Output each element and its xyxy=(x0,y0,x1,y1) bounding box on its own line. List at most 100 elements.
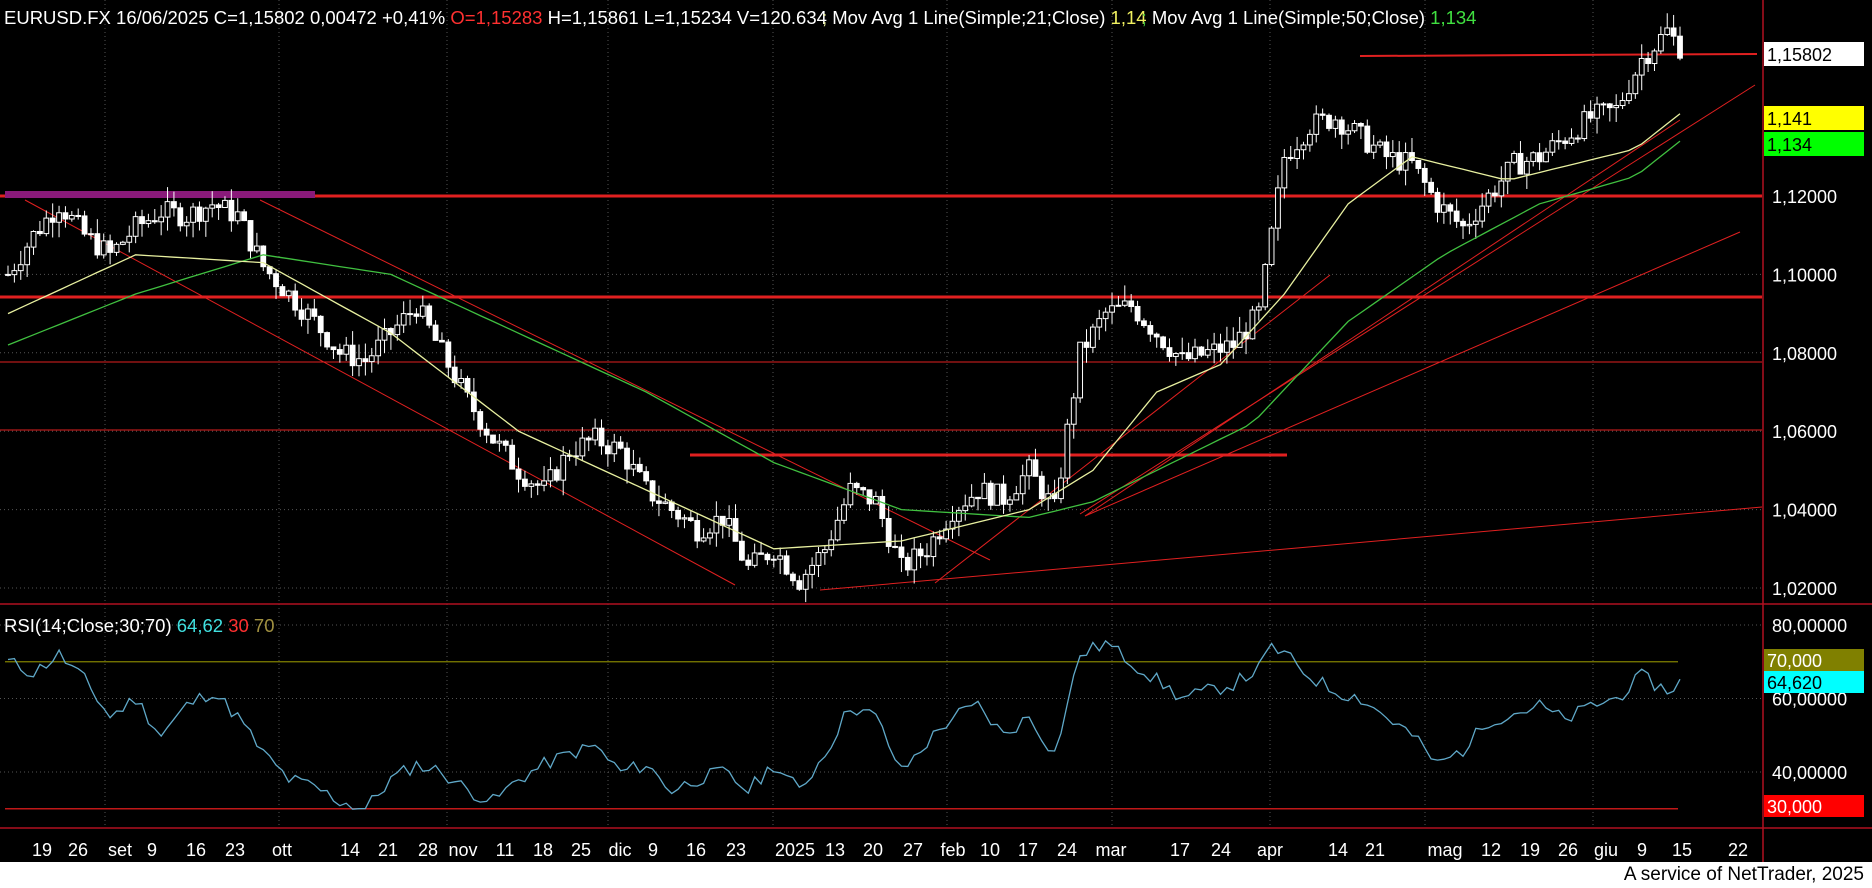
candle-body xyxy=(1287,156,1294,159)
candle-body xyxy=(75,214,82,217)
rsi-header-value: 64,62 xyxy=(177,615,223,636)
candle-body xyxy=(94,233,101,256)
candle-body xyxy=(955,510,962,522)
candle-body xyxy=(5,273,11,276)
candle-body xyxy=(1268,227,1275,266)
candle-body xyxy=(253,245,260,252)
header-separator: ; xyxy=(822,7,827,28)
candle-body xyxy=(432,324,439,341)
price-tick-label: 1,12000 xyxy=(1772,187,1837,207)
header-change: 0,00472 xyxy=(310,7,377,28)
candle-body xyxy=(981,482,988,500)
trendline xyxy=(24,199,736,586)
candle-body xyxy=(400,313,407,326)
price-tick-label: 1,08000 xyxy=(1772,344,1837,364)
price-axis-ticks: 1,02000 1,04000 1,06000 1,08000 1,10000 1,120… xyxy=(1772,187,1837,599)
ma21-badge xyxy=(1764,106,1864,130)
x-tick-label: 9 xyxy=(1637,840,1647,860)
candle-body xyxy=(502,440,509,446)
candle-body xyxy=(809,564,815,575)
candle-body xyxy=(924,555,930,558)
candle-body xyxy=(158,216,165,223)
candle-body xyxy=(656,500,662,504)
candle-body xyxy=(126,235,133,243)
ma21-badge-text: 1,141 xyxy=(1767,109,1812,129)
x-tick-label: giu xyxy=(1594,840,1618,860)
candle-body xyxy=(139,216,145,225)
candle-body xyxy=(1083,341,1090,348)
candle-body xyxy=(292,290,299,311)
candle-body xyxy=(1492,192,1498,197)
x-tick-label: mag xyxy=(1427,840,1462,860)
last-price-badge xyxy=(1764,42,1864,66)
candle-body xyxy=(1204,349,1211,356)
candle-body xyxy=(1370,144,1377,153)
candle-body xyxy=(1530,152,1537,162)
candle-body xyxy=(611,441,618,455)
candle-body xyxy=(62,212,69,220)
candle-body xyxy=(1351,123,1358,132)
candle-body xyxy=(56,212,62,223)
x-axis-ticks: 19 26 set 9 16 23 ott 14 21 28 nov 11 18 25 dic 9 16 23 20… xyxy=(32,840,1748,860)
candle-body xyxy=(68,214,75,220)
candle-body xyxy=(592,427,599,441)
candle-body xyxy=(1517,152,1524,175)
candle-body xyxy=(1555,140,1562,143)
candle-body xyxy=(1574,137,1581,140)
candle-body xyxy=(1657,34,1664,52)
candle-body xyxy=(445,341,452,368)
x-tick-label: dic xyxy=(608,840,631,860)
candle-body xyxy=(662,501,669,504)
x-tick-label: 12 xyxy=(1481,840,1501,860)
candle-body xyxy=(49,217,56,223)
x-tick-label: 24 xyxy=(1057,840,1077,860)
candle-body xyxy=(196,206,203,222)
highlight-zone xyxy=(5,191,315,198)
candle-body xyxy=(994,483,1001,506)
candle-body xyxy=(1594,103,1600,119)
candle-body xyxy=(1460,220,1466,227)
x-tick-label: 9 xyxy=(147,840,157,860)
x-tick-label: 25 xyxy=(571,840,591,860)
candle-body xyxy=(1224,340,1230,353)
candle-body xyxy=(579,437,586,457)
candle-body xyxy=(758,552,764,555)
candle-body xyxy=(477,411,484,430)
candle-body xyxy=(790,573,796,582)
x-tick-label: 26 xyxy=(1558,840,1578,860)
header-ma21-label: Mov Avg 1 Line(Simple;21;Close) xyxy=(832,7,1105,28)
candle-body xyxy=(1428,181,1435,193)
candle-body xyxy=(841,504,847,521)
candle-body xyxy=(17,264,24,272)
candle-body xyxy=(898,546,905,558)
candle-body xyxy=(81,215,88,235)
rsi-header-label: RSI(14;Close;30;70) xyxy=(4,615,172,636)
candle-body xyxy=(1338,119,1345,135)
candle-body xyxy=(687,517,694,522)
candle-body xyxy=(1109,305,1115,313)
candle-body xyxy=(617,441,624,449)
candle-body xyxy=(1479,205,1486,222)
candle-body xyxy=(279,286,286,297)
candle-body xyxy=(1319,113,1326,116)
candle-body xyxy=(1262,264,1269,308)
candle-body xyxy=(88,233,94,236)
candle-body xyxy=(330,346,337,351)
candle-body xyxy=(260,245,267,268)
x-tick-label: 21 xyxy=(1365,840,1385,860)
candle-body xyxy=(113,243,120,253)
header-date: 16/06/2025 xyxy=(116,7,209,28)
candle-body xyxy=(30,230,37,248)
candle-body xyxy=(426,305,433,326)
candle-body xyxy=(1294,149,1300,159)
x-tick-label: 18 xyxy=(533,840,553,860)
candle-body xyxy=(1121,300,1128,306)
candle-body xyxy=(675,509,681,520)
candle-body xyxy=(1332,119,1339,129)
rsi-axis-ticks: 40,00000 60,00000 80,00000 xyxy=(1772,616,1847,783)
candle-body xyxy=(847,482,854,506)
candle-body xyxy=(1326,114,1332,129)
x-tick-label: 20 xyxy=(863,840,883,860)
x-tick-label: feb xyxy=(940,840,965,860)
trendline xyxy=(1084,119,1681,517)
